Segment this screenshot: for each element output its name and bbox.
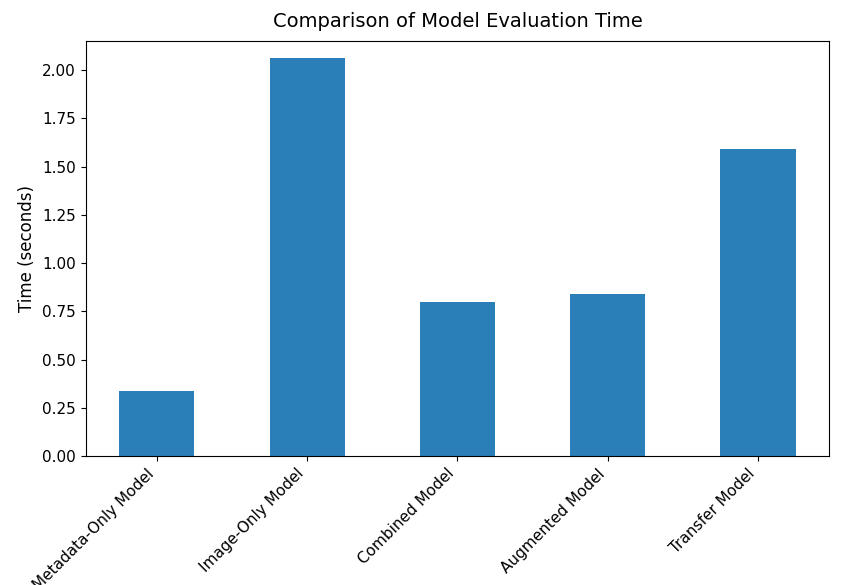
Bar <box>570 294 646 456</box>
Bar <box>269 58 345 456</box>
Title: Comparison of Model Evaluation Time: Comparison of Model Evaluation Time <box>273 12 642 31</box>
Bar <box>721 149 795 456</box>
Bar <box>420 302 495 456</box>
Bar <box>120 391 194 456</box>
Y-axis label: Time (seconds): Time (seconds) <box>19 185 37 312</box>
